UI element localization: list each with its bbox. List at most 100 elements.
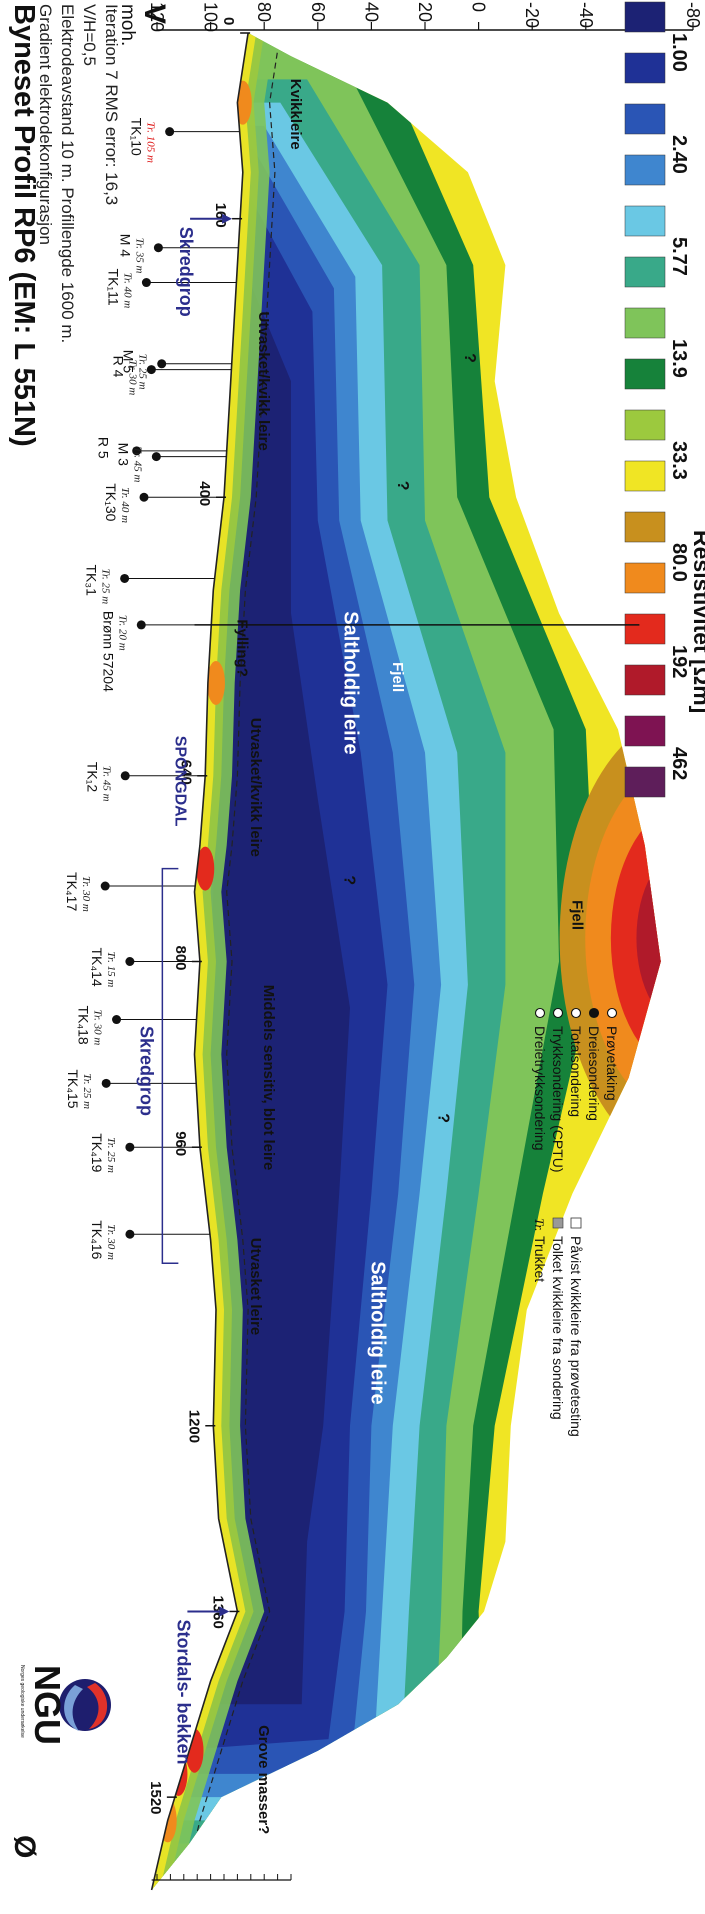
depth-tick-label: 120	[147, 2, 167, 32]
annotation-label: ?	[394, 481, 411, 491]
colorbar-tick-label: 5.77	[668, 237, 690, 276]
east-label: Ø	[8, 1835, 41, 1858]
borehole-dot-icon	[112, 1015, 122, 1025]
interpretation-boundary-line	[183, 33, 281, 1890]
borehole-depth: Tr. 25 m	[137, 354, 149, 390]
borehole-label: TK₁2	[84, 762, 100, 793]
borehole-label: TK₃1	[84, 564, 100, 596]
borehole-label: Brønn 57204	[100, 611, 116, 692]
section-label: Skredgrop	[136, 1026, 156, 1116]
borehole-label: TK₄17	[64, 872, 80, 911]
legend-trykk-icon	[552, 1007, 564, 1019]
annotation-label: Saltholdig leire	[340, 611, 362, 754]
ngu-logo-swirl-accent	[87, 1683, 108, 1729]
figure-title: Byneset Profil RP6 (EM: L 551N)	[8, 4, 40, 447]
annotation-label: ?	[341, 875, 358, 885]
borehole-depth: Tr. 20 m	[116, 615, 128, 651]
depth-tick-label: 40	[361, 2, 381, 22]
depth-tick-label: -80	[683, 2, 703, 28]
interpretation-labels: Kvikkleire Utvasket/kvikk leire Saltholdig…	[233, 79, 585, 1835]
colorbar-swatch	[624, 205, 666, 237]
colorbar-swatch	[624, 154, 666, 186]
legend-label: Påvist kvikkleire fra prøvetesting	[568, 1236, 584, 1437]
depth-tick-label: -20	[522, 2, 542, 28]
borehole-dot-icon	[125, 1142, 135, 1152]
colorbar-swatch	[624, 409, 666, 441]
borehole-dot-icon	[136, 620, 146, 630]
annotation-label: Utvasket/kvikk leire	[247, 718, 264, 857]
ngu-logo-text: NGU	[27, 1665, 68, 1745]
distance-tick-label: 960	[172, 1131, 189, 1156]
distance-tick-label: 0	[220, 17, 237, 25]
depth-tick-label: 100	[201, 2, 221, 32]
colorbar-title: Resistivitet [Ωm]	[689, 530, 705, 713]
borehole-dot-icon	[120, 771, 130, 781]
borehole-dot-icon	[125, 1229, 135, 1239]
borehole-dot-icon	[146, 365, 156, 375]
borehole-label: R 4	[110, 356, 126, 378]
borehole-label: TK₄14	[89, 948, 105, 987]
symbol-legend: Dreietrykksondering Trykksondering (CPTU)…	[532, 1007, 620, 1437]
distance-tick-label: 400	[196, 481, 213, 506]
annotation-label: Kvikkleire	[287, 79, 304, 150]
color-scale: 1.00 2.40 5.77 13.9 33.3 80.0 192 462	[624, 1, 690, 798]
borehole-depth: Tr. 40 m	[119, 487, 131, 523]
top-ruler	[151, 1874, 292, 1881]
annotation-label: Grove masser?	[255, 1725, 272, 1834]
surface-patch-2	[196, 846, 215, 891]
borehole-depth: Tr. 25 m	[100, 568, 112, 604]
distance-tick-label: 160	[212, 203, 229, 228]
legend-label: Tolket kvikkleire fra sondering	[550, 1236, 566, 1420]
area-labels: Skredgrop SPONGDAL Skredgrop Stordals- bekk…	[136, 213, 233, 1764]
borehole-dot-icon	[165, 127, 175, 137]
borehole-dot-icon	[151, 452, 161, 462]
colorbar-swatch	[624, 256, 666, 288]
ngu-logo: NGU Norges geologiske undersøkelse	[19, 1665, 111, 1745]
arrow-head-icon	[222, 213, 233, 224]
borehole-label: TK₄19	[89, 1133, 105, 1172]
legend-label: Trykksondering (CPTU)	[550, 1026, 566, 1173]
borehole-dot-icon	[141, 278, 151, 288]
subtitle-line-4: Iteration 7 RMS error: 16,3	[102, 4, 121, 205]
borehole-dot-icon	[125, 957, 135, 966]
colorbar-swatch	[624, 460, 666, 492]
colorbar-swatch	[624, 664, 666, 696]
borehole-label: TK₄18	[76, 1006, 92, 1045]
borehole-depth: Tr. 40 m	[121, 273, 133, 309]
annotation-label: Fjell	[568, 900, 585, 930]
surface-patch-0	[233, 80, 252, 125]
colorbar-swatch	[624, 613, 666, 645]
legend-totalsondering-icon	[570, 1007, 582, 1019]
legend-grey-box-icon	[552, 1217, 564, 1229]
section-label: SPONGDAL	[171, 736, 188, 827]
borehole-dot-icon	[139, 492, 149, 502]
borehole-dot-icon	[101, 1078, 111, 1088]
legend-label: Prøvetaking	[604, 1026, 620, 1101]
depth-axis-unit: moh.	[117, 4, 138, 46]
bedrock-band-4	[658, 887, 661, 989]
annotation-label: Fylling?	[233, 619, 250, 677]
colorbar-tick-label: 1.00	[668, 33, 690, 72]
borehole-depth: Tr. 30 m	[126, 360, 138, 396]
borehole-depth: Tr. 35 m	[133, 238, 145, 274]
annotation-label: Utvasket/kvikk leire	[255, 312, 272, 451]
depth-tick-label: 20	[415, 2, 435, 22]
legend-label: Trukket	[532, 1236, 548, 1282]
borehole-label: M 5	[121, 350, 137, 374]
annotation-label: Saltholdig leire	[366, 1261, 388, 1404]
borehole-depth: Tr. 30 m	[105, 1224, 117, 1260]
annotation-label: Utvasket leire	[247, 1238, 264, 1336]
colorbar-tick-label: 462	[668, 747, 690, 780]
colorbar-swatch	[624, 307, 666, 339]
section-label: Stordals- bekken	[173, 1619, 193, 1764]
colorbar-swatch	[624, 511, 666, 543]
colorbar-swatch	[624, 715, 666, 747]
legend-label: Dreietrykksondering	[532, 1026, 548, 1151]
borehole-label: TK₁10	[129, 118, 145, 156]
borehole-depth: Tr. 45 m	[131, 447, 143, 483]
borehole-label: TK₄15	[65, 1069, 81, 1108]
distance-tick-label: 800	[172, 946, 189, 971]
borehole-dot-icon	[132, 446, 142, 456]
section-label: Skredgrop	[176, 227, 196, 317]
